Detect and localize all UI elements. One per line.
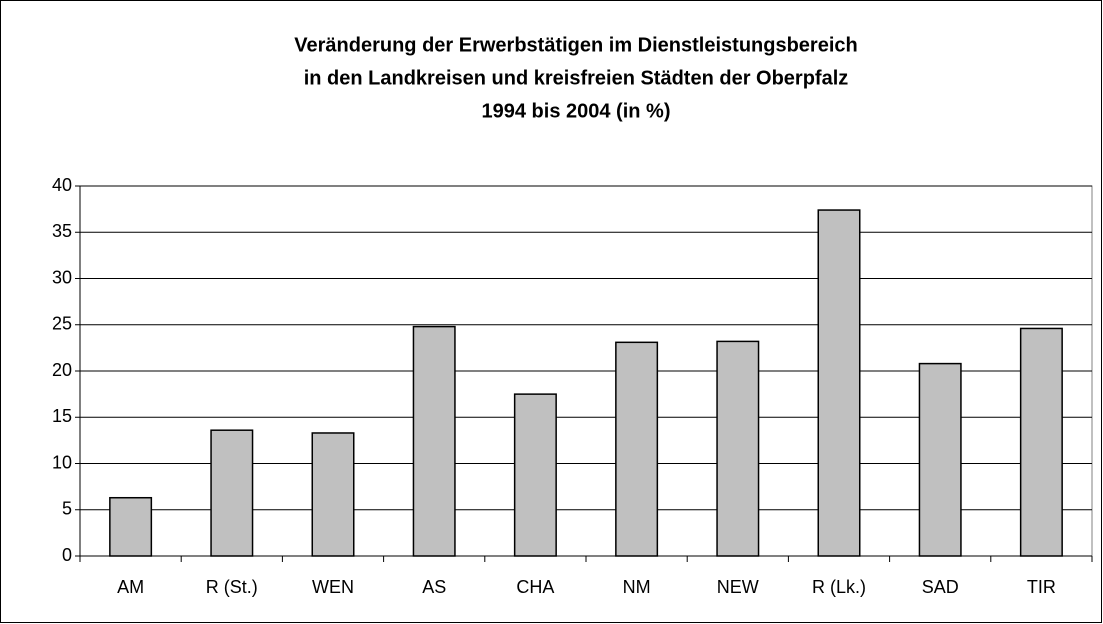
x-tick-label: NEW	[717, 577, 759, 597]
bar	[311, 432, 355, 557]
bar	[210, 429, 254, 557]
bar	[109, 496, 153, 557]
x-tick-label: R (Lk.)	[812, 577, 866, 597]
x-tick-label: AS	[422, 577, 446, 597]
x-tick-label: R (St.)	[206, 577, 258, 597]
y-tick-label: 35	[52, 221, 72, 241]
x-tick-label: NM	[623, 577, 651, 597]
y-tick-label: 30	[52, 267, 72, 287]
y-tick-label: 10	[52, 452, 72, 472]
chart-title: 1994 bis 2004 (in %)	[482, 100, 671, 122]
bar	[716, 340, 760, 557]
y-tick-label: 20	[52, 360, 72, 380]
bar	[918, 362, 962, 557]
bar	[412, 325, 456, 557]
chart-title: Veränderung der Erwerbstätigen im Dienst…	[294, 34, 858, 56]
x-tick-label: CHA	[516, 577, 554, 597]
bar	[1019, 327, 1063, 557]
x-tick-label: TIR	[1027, 577, 1056, 597]
bar	[615, 341, 659, 557]
y-tick-label: 15	[52, 406, 72, 426]
y-tick-label: 5	[62, 499, 72, 519]
x-tick-label: AM	[117, 577, 144, 597]
bar	[817, 209, 861, 557]
y-tick-label: 25	[52, 314, 72, 334]
y-tick-label: 40	[52, 175, 72, 195]
x-tick-label: SAD	[922, 577, 959, 597]
x-tick-label: WEN	[312, 577, 354, 597]
chart-title: in den Landkreisen und kreisfreien Städt…	[304, 67, 849, 89]
bar	[513, 393, 557, 557]
y-tick-label: 0	[62, 545, 72, 565]
